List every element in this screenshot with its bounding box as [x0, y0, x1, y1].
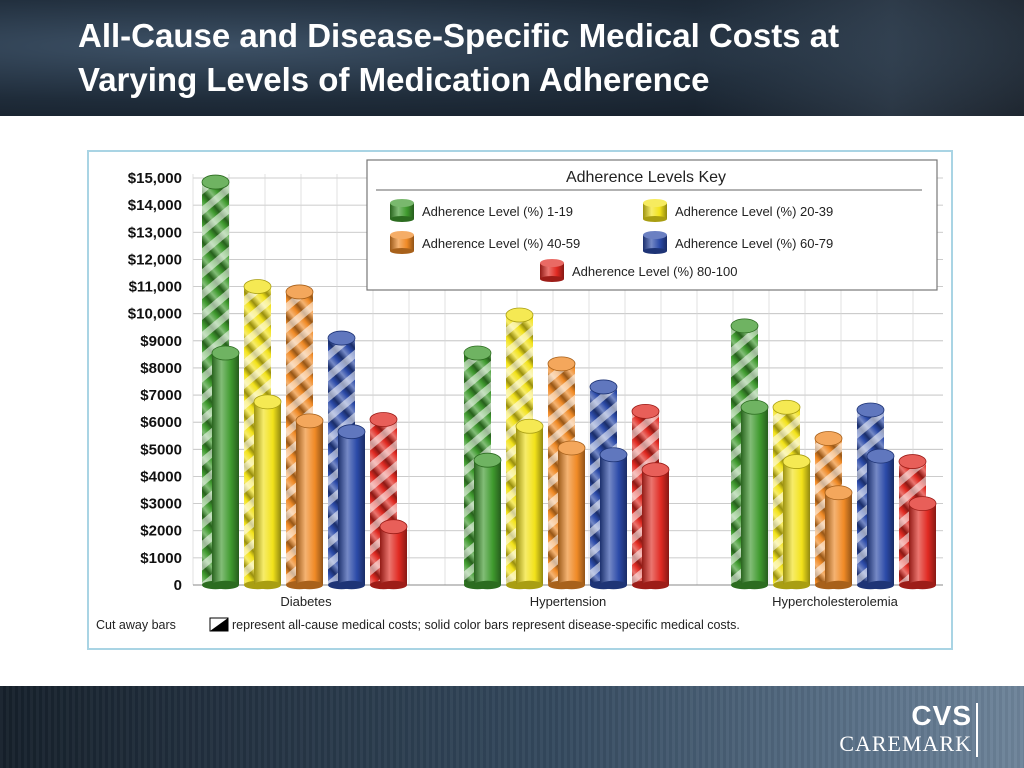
bar-disease-specific-green	[473, 452, 502, 590]
y-tick-label: $12,000	[128, 251, 182, 268]
bar-disease-specific-green	[740, 399, 769, 590]
header-highlight	[694, 0, 1024, 116]
category-label: Diabetes	[280, 594, 332, 609]
y-tick-label: $3000	[140, 496, 182, 513]
legend-box	[366, 159, 938, 291]
caption-after-icon: represent all-cause medical costs; solid…	[232, 618, 740, 632]
bar-disease-specific-orange	[557, 440, 586, 590]
slide-title-line-2: Varying Levels of Medication Adherence	[78, 61, 710, 98]
y-axis: 0 $1000 $2000 $3000 $4000 $5000 $6000 $7000 $800…	[128, 170, 182, 594]
y-tick-label: $13,000	[128, 224, 182, 241]
bar-disease-specific-red	[908, 496, 937, 590]
slide-title-line-1: All-Cause and Disease-Specific Medical C…	[78, 17, 840, 54]
y-tick-label: $4000	[140, 468, 182, 485]
bars-layer	[201, 174, 937, 590]
legend-item-yellow: Adherence Level (%) 20-39	[643, 199, 833, 222]
bar-disease-specific-yellow	[515, 418, 544, 590]
legend-title: Adherence Levels Key	[566, 169, 726, 186]
legend-item-green: Adherence Level (%) 1-19	[390, 199, 573, 222]
legend-item-red: Adherence Level (%) 80-100	[540, 259, 738, 282]
y-tick-label: $6000	[140, 414, 182, 431]
cutaway-icon	[209, 617, 229, 632]
bar-disease-specific-yellow	[782, 454, 811, 590]
logo-cvs-text: CVS	[911, 700, 972, 731]
bar-disease-specific-red	[641, 462, 670, 590]
legend-label: Adherence Level (%) 1-19	[422, 204, 573, 219]
bar-disease-specific-blue	[337, 424, 366, 590]
y-tick-label: $7000	[140, 387, 182, 404]
bar-disease-specific-green	[211, 345, 240, 590]
category-labels: Diabetes Hypertension Hypercholesterolemia	[280, 594, 898, 609]
bar-disease-specific-orange	[824, 485, 853, 590]
y-tick-label: $2000	[140, 523, 182, 540]
y-tick-label: $15,000	[128, 170, 182, 187]
bar-disease-specific-yellow	[253, 394, 282, 590]
legend-label: Adherence Level (%) 40-59	[422, 236, 580, 251]
y-tick-label: $10,000	[128, 306, 182, 323]
chart-caption: Cut away bars represent all-cause medica…	[96, 617, 740, 632]
legend-label: Adherence Level (%) 20-39	[675, 204, 833, 219]
y-tick-label: $5000	[140, 441, 182, 458]
slide-header: All-Cause and Disease-Specific Medical C…	[0, 0, 1024, 116]
slide-title: All-Cause and Disease-Specific Medical C…	[78, 14, 998, 102]
legend-item-blue: Adherence Level (%) 60-79	[643, 231, 833, 254]
y-tick-label: $1000	[140, 550, 182, 567]
slide-footer: CVS CAREMARK	[0, 686, 1024, 768]
legend-item-orange: Adherence Level (%) 40-59	[390, 231, 580, 254]
logo-caremark-text: CAREMARK	[839, 731, 972, 756]
bar-disease-specific-red	[379, 519, 408, 590]
y-tick-label: $14,000	[128, 197, 182, 214]
y-tick-label: $9000	[140, 333, 182, 350]
category-label: Hypertension	[530, 594, 607, 609]
footer-texture	[0, 686, 1024, 768]
y-tick-label: 0	[174, 577, 182, 594]
bar-disease-specific-orange	[295, 413, 324, 590]
logo-divider	[976, 703, 978, 757]
cvs-caremark-logo: CVS CAREMARK	[839, 700, 978, 761]
y-tick-label: $8000	[140, 360, 182, 377]
legend-label: Adherence Level (%) 80-100	[572, 264, 738, 279]
y-tick-label: $11,000	[129, 279, 182, 296]
bar-disease-specific-blue	[866, 448, 895, 590]
category-label: Hypercholesterolemia	[772, 594, 898, 609]
legend-label: Adherence Level (%) 60-79	[675, 236, 833, 251]
legend: Adherence Levels Key Adherence Level (%)…	[366, 159, 938, 291]
caption-before-icon: Cut away bars	[96, 618, 176, 632]
bar-disease-specific-blue	[599, 447, 628, 590]
